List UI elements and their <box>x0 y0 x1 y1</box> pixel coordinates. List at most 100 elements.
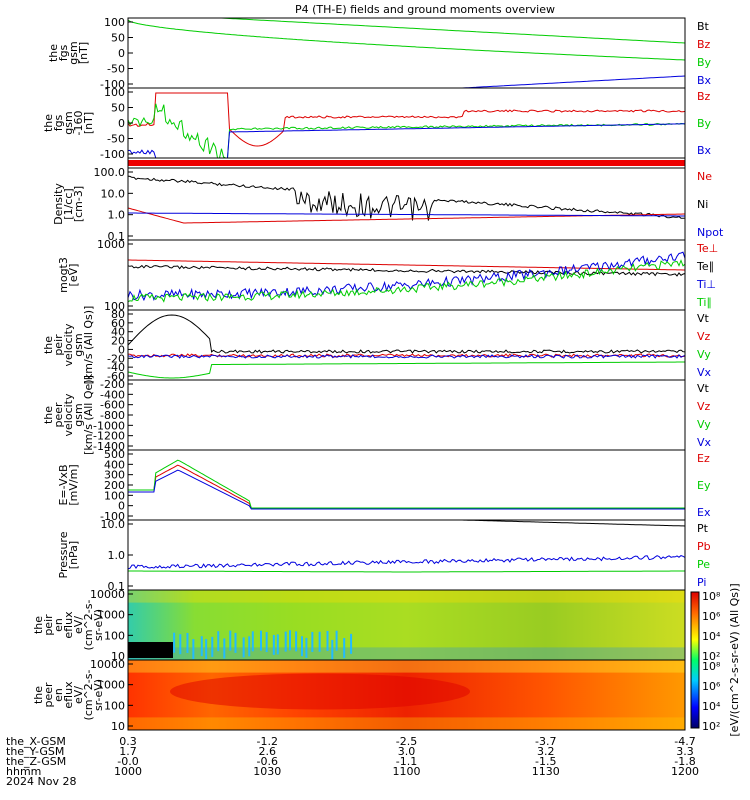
trace-efield-1 <box>128 459 685 509</box>
colorbar-tick: 10⁶ <box>702 680 721 693</box>
spectrogram-streak <box>259 630 262 651</box>
legend-label: Ne <box>697 170 712 183</box>
colorbar-tick: 10⁸ <box>702 660 721 673</box>
tick-label: -100 <box>100 78 125 91</box>
y-axis-label-line: gsm <box>62 111 75 134</box>
y-axis-label: thepeirvelocitygsm[km/s (All Qs)] <box>42 306 95 385</box>
trace-fgs-gsm-1 <box>127 19 686 61</box>
panel-fgs-gsm-zoom: 100 50 0 -50 -100 thefgsgsm-160[nT] Bz By Bx <box>42 86 712 161</box>
y-axis-label-line: [nT] <box>77 42 90 64</box>
trace-peir-velocity-2 <box>127 361 685 379</box>
y-axis-label: Pressure[nPa] <box>57 531 80 578</box>
tick-label: 50 <box>111 102 125 115</box>
legend-label: Npot <box>697 226 724 239</box>
legend-label: Pe <box>697 558 710 571</box>
tick-label: -1200 <box>93 430 125 443</box>
spectrogram-streak <box>335 630 338 651</box>
axis-row-value: -1.1 <box>396 755 417 768</box>
tick-label: 0.1 <box>108 230 126 243</box>
trace-temperature-1 <box>127 264 686 277</box>
tick-label: 50 <box>111 32 125 45</box>
trace-temperature-0 <box>128 259 685 271</box>
y-axis-label-line: en <box>52 618 65 632</box>
panel-frame <box>127 239 686 311</box>
axis-row-value: -4.7 <box>674 735 695 748</box>
tick-label: 0 <box>118 343 125 356</box>
colorbar-tick: 10⁴ <box>702 630 721 643</box>
legend-label: Bz <box>697 90 711 103</box>
legend-label: Bt <box>697 20 710 33</box>
spectrogram-streak <box>192 639 195 660</box>
legend-label: Vx <box>697 366 712 379</box>
y-axis-label-line: [mV/m] <box>67 464 80 505</box>
spectrogram-streak <box>350 633 353 654</box>
spectrogram-streak <box>186 632 189 653</box>
legend-label: Ez <box>697 452 710 465</box>
panel-peir-eflux: 10000 1000 100 10 thepeirenefluxeV/(cm^2-s-s… <box>32 588 686 663</box>
axis-row-label: the_X-GSM <box>6 735 66 748</box>
axis-row-value: 3.2 <box>537 745 555 758</box>
spectrogram-band-top <box>128 660 685 673</box>
y-axis-label-line: gsm <box>72 403 85 426</box>
y-axis-label-line: eflux <box>62 611 75 639</box>
axis-row-value: 1200 <box>671 765 699 778</box>
trace-density-0 <box>127 175 686 221</box>
y-axis-label: thefgsgsm-160[nT] <box>42 111 95 136</box>
tick-label: 10.0 <box>101 518 126 531</box>
y-axis-label: thepeervelocitygsm[km/s (All Qe)] <box>42 375 95 455</box>
trace-pressure-0 <box>128 519 686 527</box>
axis-row-value: -1.5 <box>535 755 556 768</box>
panel-frame <box>127 519 686 591</box>
tick-label: 80 <box>111 308 125 321</box>
spectrogram-streak <box>284 631 287 652</box>
legend-label: Bx <box>697 144 712 157</box>
y-axis-label-line: [eV] <box>67 264 80 287</box>
tick-label: 1.0 <box>108 209 126 222</box>
axis-row-label: the_Z-GSM <box>6 755 66 768</box>
y-axis-label-line: (cm^2-s- <box>82 670 95 721</box>
y-axis-label-line: the <box>42 114 55 132</box>
y-axis-label-line: gsm <box>72 333 85 356</box>
trace-temperature-3 <box>127 259 686 303</box>
spectrogram-streak <box>311 631 314 652</box>
y-axis-label-line: [nT] <box>82 112 95 134</box>
y-axis-label-line: fgs <box>52 114 65 131</box>
tick-label: -50 <box>107 133 125 146</box>
figure-title: P4 (TH-E) fields and ground moments over… <box>295 3 555 16</box>
axis-row-value: 3.0 <box>398 745 416 758</box>
legend-label: Bx <box>697 74 712 87</box>
tick-label: 500 <box>104 448 125 461</box>
spectrogram-streak <box>272 634 275 655</box>
flag-strip-bar <box>128 160 685 166</box>
axis-row-value: -2.5 <box>396 735 417 748</box>
tick-label: -600 <box>100 399 125 412</box>
legend-label: Pi <box>697 576 706 589</box>
y-axis-label-line: the <box>32 686 45 704</box>
spectrogram-streak <box>343 638 346 659</box>
axis-row-value: 1100 <box>393 765 421 778</box>
spectrogram-streak <box>276 634 279 655</box>
y-axis-label-line: sr-eV) <box>92 679 105 711</box>
panel-density: 100.0 10.0 1.0 0.1 Density[1/cc][cm-3] Ne Ni Np… <box>52 166 724 243</box>
axis-row-value: 1030 <box>253 765 281 778</box>
spectrogram-streak <box>251 631 254 652</box>
legend-label: Pt <box>697 522 709 535</box>
spectrogram-core <box>170 673 470 710</box>
panel-frame <box>127 379 686 451</box>
tick-label: -1000 <box>93 419 125 432</box>
tick-label: 0 <box>118 117 125 130</box>
y-axis-label-line: peir <box>52 334 65 356</box>
legend-label: Vy <box>697 348 711 361</box>
y-axis-label-line: [1/cc] <box>62 188 75 219</box>
y-axis-label-line: [km/s (All Qe)] <box>82 375 95 455</box>
spectrogram-streak <box>248 636 251 657</box>
panel-fgs-gsm: 100 50 0 -50 -100 thefgsgsm[nT] Bt Bz By Bx <box>47 16 712 91</box>
tick-label: 10 <box>111 650 125 663</box>
y-axis-label-line: [nPa] <box>67 541 80 569</box>
y-axis-label-line: Density <box>52 183 65 225</box>
spectrogram-streak <box>200 636 203 657</box>
y-axis-label: thepeirenefluxeV/(cm^2-s-sr-eV) <box>32 600 105 651</box>
spectrogram-fill <box>128 590 685 660</box>
spectrogram-streak <box>173 632 176 653</box>
